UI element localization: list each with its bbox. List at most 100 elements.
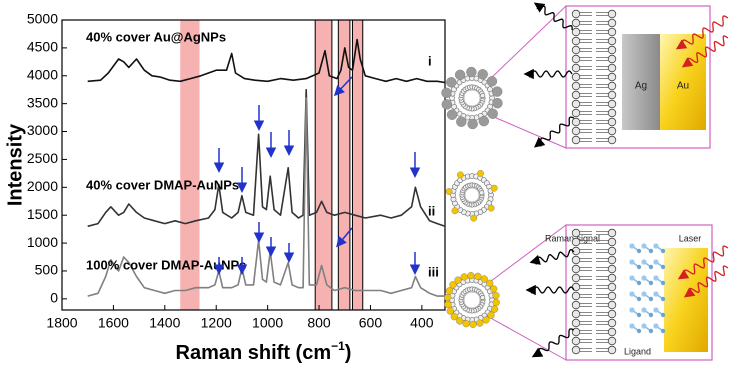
- wave-arrow: [675, 15, 729, 50]
- ligand-atom: [641, 307, 647, 313]
- ligand-atom: [629, 259, 635, 265]
- ligand-atom: [648, 296, 654, 302]
- x-axis-title-part: −1: [331, 339, 345, 353]
- lipid-head: [571, 90, 581, 100]
- peak-arrows: [213, 76, 421, 275]
- ligand-atom: [629, 243, 635, 249]
- nanoparticle: [486, 279, 494, 287]
- vesicle-head: [479, 190, 485, 196]
- nanoparticle: [491, 305, 499, 313]
- ligand-atom: [629, 323, 635, 329]
- lipid-head: [571, 27, 581, 37]
- lipid-head: [607, 9, 617, 19]
- nanoparticle: [460, 273, 468, 281]
- laser-label: Laser: [679, 233, 702, 243]
- nanoparticle: [486, 76, 498, 87]
- lipid-head: [607, 36, 617, 46]
- au-layer: [660, 34, 706, 130]
- lipid-head: [571, 264, 581, 274]
- nanoparticle: [491, 86, 503, 97]
- ligand-atom: [648, 328, 654, 334]
- nanoparticle: [487, 108, 498, 119]
- nanoparticle: [492, 298, 500, 307]
- lipid-head: [571, 72, 581, 82]
- lipid-head: [607, 63, 617, 73]
- lipid-head: [571, 18, 581, 28]
- ligand-atom: [641, 291, 647, 297]
- ligand-atom: [641, 323, 647, 329]
- x-tick-label: 600: [359, 315, 383, 331]
- nanoparticle: [445, 188, 453, 195]
- lipid-head: [607, 300, 617, 310]
- ligand-atom: [660, 264, 666, 270]
- lipid-head: [571, 99, 581, 109]
- lipid-head: [571, 255, 581, 265]
- lipid-head: [607, 45, 617, 55]
- lipid-head: [607, 273, 617, 283]
- raman-signal-label: Raman signal: [545, 233, 600, 243]
- nanoparticle: [467, 272, 475, 280]
- lipid-head: [607, 291, 617, 301]
- ag-layer: [622, 34, 660, 130]
- ligand-atom: [648, 312, 654, 318]
- ligand-atom: [653, 323, 659, 329]
- y-tick-label: 5000: [27, 11, 58, 27]
- lipid-head: [607, 135, 617, 145]
- nanoparticle: [474, 272, 482, 280]
- connector: [486, 315, 567, 361]
- x-tick-label: 1400: [149, 315, 180, 331]
- series-label: 40% cover DMAP-AuNPs: [86, 177, 239, 192]
- x-axis-title-part: Raman shift (cm: [176, 342, 332, 364]
- lipid-head: [571, 309, 581, 319]
- y-tick-label: 4500: [27, 39, 58, 55]
- nanoparticle: [492, 97, 503, 109]
- ligand-atom: [641, 259, 647, 265]
- lipid-head: [607, 81, 617, 91]
- nanoparticle: [445, 287, 453, 295]
- wave-arrow: [531, 328, 575, 358]
- nanoparticle: [482, 316, 490, 324]
- ligand-atom: [660, 280, 666, 286]
- shaded-band: [180, 20, 200, 310]
- wave-arrow: [523, 68, 573, 80]
- lipid-head: [571, 318, 581, 328]
- ligand-atom: [660, 248, 666, 254]
- nanoparticle: [477, 170, 484, 177]
- ligand-atom: [636, 280, 642, 286]
- x-axis-title-part: ): [345, 342, 352, 364]
- x-tick-label: 1000: [252, 315, 283, 331]
- nanoparticle: [446, 77, 457, 88]
- connector: [486, 224, 567, 285]
- ligand-atom: [653, 307, 659, 313]
- x-axis-title: Raman shift (cm−1): [176, 339, 352, 364]
- shaded-band: [314, 19, 333, 311]
- lipid-head: [607, 264, 617, 274]
- lipid-head: [607, 54, 617, 64]
- nanoparticle: [478, 115, 490, 127]
- nanoparticle: [444, 300, 452, 309]
- lipid-head: [607, 99, 617, 109]
- lipid-head: [607, 237, 617, 247]
- y-tick-label: 4000: [27, 66, 58, 82]
- lipid-head: [571, 108, 581, 118]
- ligand-atom: [629, 275, 635, 281]
- nanoparticle: [457, 171, 464, 179]
- nanoparticle: [454, 276, 462, 284]
- nanoparticle: [477, 69, 488, 80]
- connector: [486, 113, 567, 149]
- lipid-head: [571, 135, 581, 145]
- wave-arrow: [683, 265, 729, 298]
- lipid-head: [607, 117, 617, 127]
- ligand-atom: [648, 264, 654, 270]
- nanoparticle: [441, 99, 453, 110]
- y-tick-label: 2500: [27, 150, 58, 166]
- nanoparticle: [451, 207, 459, 215]
- vesicle-core: [463, 291, 481, 309]
- ligand-atom: [653, 275, 659, 281]
- x-tick-label: 1800: [46, 315, 77, 331]
- ligand-atom: [636, 328, 642, 334]
- wave-arrow: [681, 35, 729, 68]
- lipid-head: [571, 327, 581, 337]
- lipid-head: [571, 300, 581, 310]
